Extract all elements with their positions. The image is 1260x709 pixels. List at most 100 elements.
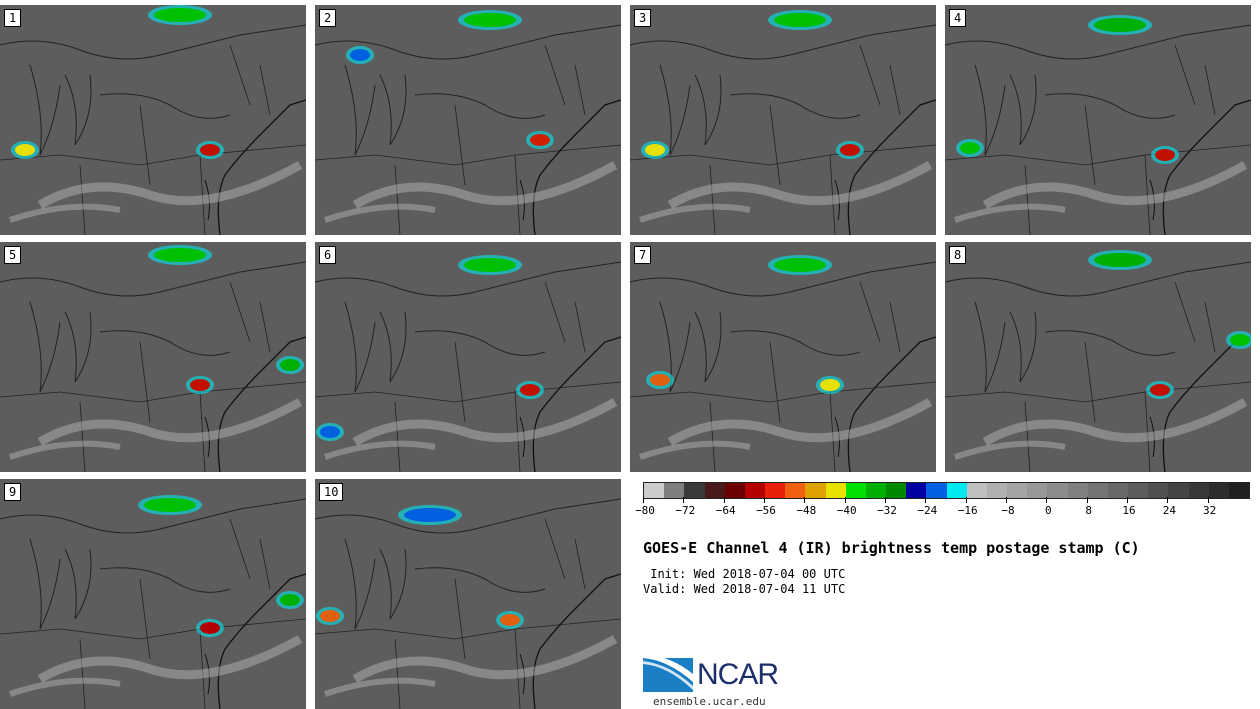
cloud-feature [320, 426, 340, 438]
colorbar-swatch [1047, 483, 1068, 498]
cloud-feature [960, 142, 980, 154]
map-panel-svg [630, 10, 936, 235]
colorbar-tick-label: 8 [1085, 504, 1092, 517]
panel-number: 1 [4, 9, 22, 27]
colorbar-tick-label: −56 [756, 504, 776, 517]
colorbar-tick [1086, 497, 1088, 503]
figure-title: GOES-E Channel 4 (IR) brightness temp po… [643, 539, 1140, 557]
valid-time: Valid: Wed 2018-07-04 11 UTC [643, 582, 846, 596]
colorbar-tick [683, 497, 685, 503]
cloud-feature [190, 379, 210, 391]
colorbar-swatch [845, 483, 866, 498]
colorbar-tick [643, 497, 644, 503]
colorbar-swatch [1208, 483, 1229, 498]
panel-number: 8 [949, 246, 967, 264]
cloud-feature [840, 144, 860, 156]
cloud-feature [154, 248, 206, 262]
colorbar-tick-label: −80 [635, 504, 655, 517]
colorbar-swatch [805, 483, 826, 498]
colorbar-tick [804, 497, 806, 503]
cloud-feature [820, 379, 840, 391]
cloud-feature [774, 258, 826, 272]
panel-number: 7 [634, 246, 652, 264]
postage-stamp-3: 3 [630, 5, 936, 235]
map-panel-svg [315, 10, 621, 235]
colorbar-tick [1006, 497, 1007, 503]
panel-number: 6 [319, 246, 337, 264]
postage-stamp-2: 2 [315, 5, 621, 235]
colorbar-tick-label: 32 [1203, 504, 1217, 517]
colorbar-swatch [765, 483, 786, 498]
cloud-feature [15, 144, 35, 156]
panel-number: 3 [634, 9, 652, 27]
colorbar-tick [764, 497, 765, 503]
colorbar-tick-label: −72 [675, 504, 696, 517]
colorbar-ticks: −80 −72 −64 −56 −48 −40 −32 −24 −16 −8 0 8 16 24 32 [635, 497, 1248, 521]
colorbar-tick-label: −16 [957, 504, 978, 517]
colorbar [643, 482, 1250, 499]
map-panel-svg [0, 5, 306, 235]
map-panel-svg [945, 15, 1251, 235]
colorbar-swatch [684, 483, 705, 498]
panel-number: 2 [319, 9, 337, 27]
cloud-feature [1094, 253, 1146, 267]
colorbar-tick-label: −40 [836, 504, 857, 517]
cloud-feature [774, 13, 826, 27]
colorbar-swatch [1067, 483, 1088, 498]
colorbar-swatch [1087, 483, 1108, 498]
init-time: Init: Wed 2018-07-04 00 UTC [643, 567, 846, 581]
cloud-feature [1094, 18, 1146, 32]
cloud-feature [200, 622, 220, 634]
colorbar-tick [1046, 497, 1048, 503]
colorbar-tick [885, 497, 886, 503]
colorbar-tick [1207, 497, 1209, 503]
colorbar-tick-label: 24 [1162, 504, 1176, 517]
colorbar-swatch [966, 483, 987, 498]
cloud-feature [154, 8, 206, 22]
colorbar-tick-label: −64 [715, 504, 736, 517]
cloud-feature [1155, 149, 1175, 161]
postage-stamp-10: 10 [315, 479, 621, 709]
postage-stamp-9: 9 [0, 479, 306, 709]
colorbar-tick [723, 497, 725, 503]
colorbar-swatch [865, 483, 887, 498]
map-panel-svg [630, 255, 936, 472]
cloud-feature [645, 144, 665, 156]
postage-stamp-6: 6 [315, 242, 621, 472]
postage-stamp-8: 8 [945, 242, 1251, 472]
colorbar-swatch [926, 483, 947, 498]
map-panel-svg [0, 245, 306, 472]
ncar-logo-icon [643, 654, 693, 692]
colorbar-tick [925, 497, 927, 503]
colorbar-swatch [906, 483, 927, 498]
panel-number: 5 [4, 246, 22, 264]
logo-text: NCAR [697, 658, 779, 691]
colorbar-tick [844, 497, 846, 503]
colorbar-swatch [1188, 483, 1209, 498]
cloud-feature [280, 359, 300, 371]
colorbar-swatch [785, 483, 806, 498]
colorbar-swatch [1107, 483, 1129, 498]
colorbar-swatch [986, 483, 1008, 498]
postage-stamp-4: 4 [945, 5, 1251, 235]
cloud-feature [1150, 384, 1170, 396]
cloud-feature [530, 134, 550, 146]
colorbar-swatch [1148, 483, 1169, 498]
colorbar-swatch [1027, 483, 1048, 498]
colorbar-swatch [644, 483, 665, 498]
colorbar-tick [965, 497, 967, 503]
colorbar-swatch [704, 483, 725, 498]
map-panel-svg [315, 255, 621, 472]
colorbar-tick-label: −8 [1001, 504, 1015, 517]
map-panel-svg [945, 250, 1251, 472]
colorbar-tick-label: −32 [877, 504, 897, 517]
colorbar-tick-label: 0 [1045, 504, 1052, 517]
cloud-feature [404, 508, 456, 522]
colorbar-swatch [1228, 483, 1250, 498]
cloud-feature [320, 610, 340, 622]
colorbar-swatch [946, 483, 967, 498]
cloud-feature [520, 384, 540, 396]
colorbar-tick-label: −48 [796, 504, 817, 517]
map-panel-svg [0, 495, 306, 709]
cloud-feature [650, 374, 670, 386]
